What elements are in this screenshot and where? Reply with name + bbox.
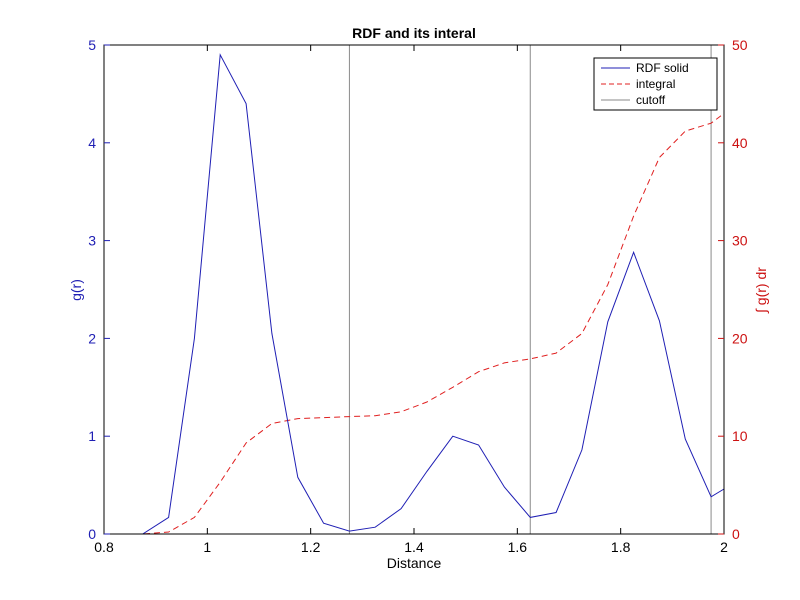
integral-series	[104, 113, 725, 535]
y-right-tick-label: 20	[732, 330, 748, 346]
y-right-tick-label: 10	[732, 428, 748, 444]
x-tick-label: 1	[203, 539, 211, 555]
legend-label-cutoff: cutoff	[636, 93, 666, 107]
y-axis-right: 0 10 20 30 40 50	[718, 37, 748, 542]
x-tick-label: 1.6	[508, 539, 528, 555]
y-left-tick-label: 2	[88, 330, 96, 346]
legend-label-rdf: RDF solid	[636, 61, 689, 75]
x-axis-title: Distance	[387, 555, 442, 571]
y-left-tick-label: 1	[88, 428, 96, 444]
y-right-tick-label: 40	[732, 135, 748, 151]
legend: RDF solid integral cutoff	[593, 57, 718, 111]
x-tick-label: 1.2	[301, 539, 321, 555]
y-right-tick-label: 0	[732, 526, 740, 542]
y-right-tick-label: 50	[732, 37, 748, 53]
rdf-line	[104, 53, 725, 535]
y-left-tick-label: 3	[88, 233, 96, 249]
x-tick-label: 1.4	[404, 539, 424, 555]
x-axis: 0.8 1 1.2 1.4 1.6 1.8 2	[94, 45, 728, 555]
x-tick-label: 2	[720, 539, 728, 555]
y-right-tick-label: 30	[732, 233, 748, 249]
y-axis-right-title: ∫ g(r) dr	[753, 267, 769, 314]
rdf-series	[104, 53, 725, 535]
integral-line	[104, 113, 725, 535]
y-axis-left-title: g(r)	[68, 279, 84, 301]
chart-title: RDF and its interal	[352, 25, 476, 41]
y-left-tick-label: 5	[88, 37, 96, 53]
y-axis-left: 0 1 2 3 4 5	[88, 37, 110, 542]
y-left-tick-label: 4	[88, 135, 96, 151]
x-tick-label: 1.8	[611, 539, 631, 555]
y-left-tick-label: 0	[88, 526, 96, 542]
legend-box	[593, 57, 718, 111]
plot-frame	[103, 44, 725, 535]
legend-label-integral: integral	[636, 77, 675, 91]
x-tick-label: 0.8	[94, 539, 114, 555]
cutoff-lines	[348, 45, 712, 534]
